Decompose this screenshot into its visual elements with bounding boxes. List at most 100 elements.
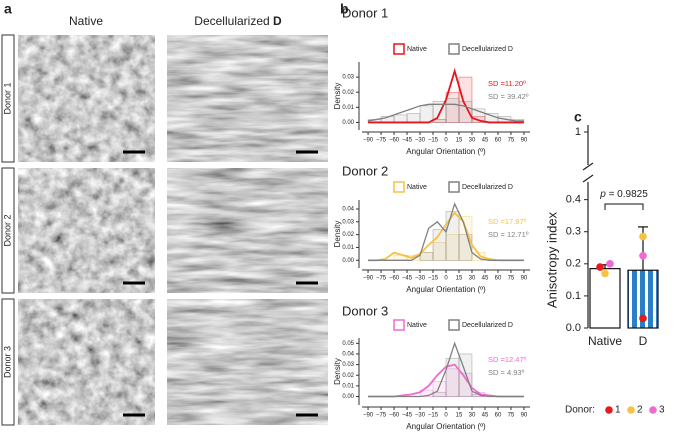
legend-label: Decellularized D [462,184,513,191]
x-tick-label: 75 [508,276,515,282]
histogram-bar [419,105,434,123]
y-tick-label: 0.4 [566,194,581,206]
y-axis-label: Density [333,358,342,385]
y-tick-label: 0.00 [342,120,354,126]
y-tick-label: 0.04 [342,352,354,358]
x-tick-label: 90 [521,413,528,419]
panel-label: a [4,1,12,17]
legend-swatch [393,43,405,55]
y-tick-label: 0.0 [566,322,581,334]
sem-image [167,35,328,162]
x-tick-label: 30 [469,138,476,144]
data-point [639,314,647,323]
data-point [596,263,604,271]
x-tick-label: −75 [376,138,387,144]
sd-annotation: SD = 4.93º [488,368,525,377]
x-tick-label: 0 [444,138,448,144]
sem-image [167,168,328,293]
histogram-bar [419,252,434,261]
row-label: Donor 1 [2,82,12,114]
legend-swatch [393,319,405,331]
chart-title: Donor 3 [342,303,388,318]
legend-label: Native [407,322,427,329]
legend-swatch [448,181,460,193]
y-tick-label: 0.2 [566,258,581,270]
x-tick-label: 15 [456,276,463,282]
y-tick-label: 0.00 [342,258,354,264]
sd-annotation: SD =11.20º [488,79,526,88]
y-tick-label: 0.05 [342,341,354,347]
axis-break [582,174,594,183]
histogram-bar [445,97,460,123]
x-tick-label: 15 [456,413,463,419]
sem-image [18,299,155,425]
legend-swatch [393,181,405,193]
p-number: = 0.9825 [609,189,649,200]
x-tick-label: 90 [521,276,528,282]
x-tick-label: 75 [508,138,515,144]
x-axis-label: Angular Orientation (º) [406,422,486,431]
y-tick-label: 0.3 [566,226,581,238]
bar [589,268,621,329]
sd-annotation: SD =17.97º [488,217,527,226]
y-axis-label: Density [333,83,342,110]
density-curve [368,341,524,398]
legend-label: Decellularized D [462,322,513,329]
legend-marker [627,406,635,414]
x-tick-label: −75 [376,413,387,419]
row-label-box [1,34,15,163]
x-tick-label: 60 [495,138,502,144]
y-tick-label: 0.01 [342,105,354,111]
x-tick-label: −45 [402,413,413,419]
y-tick-label: 0.01 [342,383,354,389]
legend-marker [605,406,613,414]
density-curve [367,103,524,122]
chart-title: Donor 1 [342,5,388,20]
y-tick-label: 1 [575,126,581,138]
y-tick-label: 0.04 [342,207,354,213]
legend-label: Native [407,184,427,191]
legend-label: Decellularized D [462,46,513,53]
legend-swatch [448,319,460,331]
y-tick-label: 0.02 [342,90,354,96]
x-tick-label: 45 [482,413,489,419]
x-tick-label: 60 [495,276,502,282]
sd-annotation: SD =12.47º [488,355,527,364]
x-tick-label: −45 [402,276,413,282]
data-point [601,269,609,278]
legend-title: Donor: [565,405,595,416]
data-point [639,251,647,260]
y-tick-label: 0.03 [342,219,354,225]
x-tick-label: 45 [482,138,489,144]
row-label-box [1,167,15,294]
x-tick-label: −15 [428,276,439,282]
x-tick-label: −60 [389,413,400,419]
y-tick-label: 0.1 [566,290,581,302]
x-tick-label: −15 [428,413,439,419]
column-header: Native [69,14,103,28]
x-tick-label: 60 [495,413,502,419]
x-tick-label: −90 [363,413,374,419]
x-tick-label: −30 [415,413,426,419]
x-axis-label: Angular Orientation (º) [406,147,486,156]
y-tick-label: 0.00 [342,394,354,400]
x-tick-label: −90 [363,138,374,144]
x-tick-label: −75 [376,276,387,282]
y-axis-label: Density [333,221,342,248]
x-tick-label: −30 [415,138,426,144]
x-tick-label: −90 [363,276,374,282]
x-tick-label: 0 [444,276,448,282]
x-tick-label: 30 [469,276,476,282]
y-tick-label: 0.02 [342,373,354,379]
y-tick-label: 0.01 [342,245,354,251]
histogram-bar [445,211,460,261]
x-tick-label: 75 [508,413,515,419]
p-symbol: p [599,189,606,200]
sem-image [18,168,155,293]
legend-swatch [448,43,460,55]
y-axis-label: Anisotropy index [544,211,559,308]
sd-annotation: SD = 12.71º [488,230,529,239]
legend-label: 3 [659,405,665,416]
x-tick-label: 45 [482,276,489,282]
